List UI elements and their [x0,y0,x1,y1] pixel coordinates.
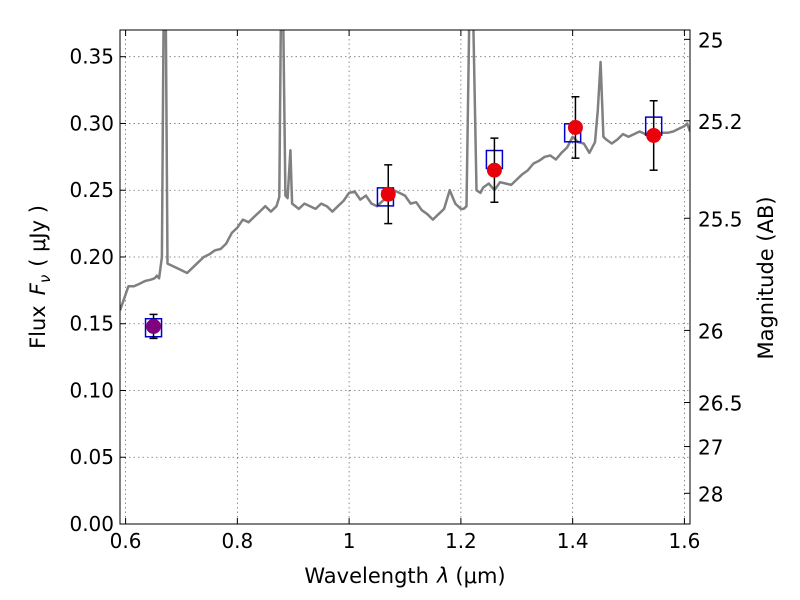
model-spectrum [120,30,690,311]
x-axis-unit: (μm) [455,564,505,588]
x-tick-label: 0.8 [221,529,253,553]
y-tick-label: 0.20 [69,245,114,269]
data-point [567,119,583,135]
x-tick-label: 0.6 [110,529,142,553]
y-axis-symbol-sub: ν [36,275,54,283]
model-band-boxes [144,116,663,338]
x-axis-title-prefix: Wavelength [304,564,429,588]
y-tick-label: 0.05 [69,445,114,469]
y-axis-unit: ( μJy ) [26,205,50,267]
y-tick-label: 0.25 [69,178,114,202]
x-tick-label: 1.2 [445,529,477,553]
mag-tick-label: 27 [698,436,723,460]
data-point [486,162,502,178]
data-point [380,186,396,202]
x-axis-lambda: λ [436,564,449,588]
y-axis-symbol: F [26,282,50,295]
mag-tick-label: 26 [698,319,723,343]
data-point [646,127,662,143]
mag-tick-label: 25.5 [698,207,743,231]
observed-points [146,96,662,340]
spectrum-line [120,30,690,311]
mag-tick-label: 26.5 [698,392,743,416]
mag-tick-label: 25 [698,28,723,52]
x-tick-label: 1.6 [669,529,701,553]
grid-lines [120,30,690,525]
y-axis-title-prefix: Flux [26,305,50,349]
y-tick-label: 0.30 [69,111,114,135]
axis-ticks: 0.6 0.8 1 1.2 1.4 1.6 0.00 0.05 0.10 0.15 0.20 0.25… [69,28,742,553]
y-tick-label: 0.35 [69,45,114,69]
x-tick-label: 1 [343,529,356,553]
y2-axis-title: Magnitude (AB) [754,196,778,359]
data-point [146,318,162,334]
y-tick-label: 0.15 [69,312,114,336]
mag-tick-label: 28 [698,482,723,506]
mag-tick-label: 25.2 [698,110,743,134]
y-tick-label: 0.00 [69,512,114,536]
y-tick-label: 0.10 [69,378,114,402]
y-axis-title: Flux Fν ( μJy ) [26,205,54,349]
plot-frame [119,29,691,525]
x-axis-title: Wavelength λ (μm) [304,564,505,588]
x-tick-label: 1.4 [557,529,589,553]
